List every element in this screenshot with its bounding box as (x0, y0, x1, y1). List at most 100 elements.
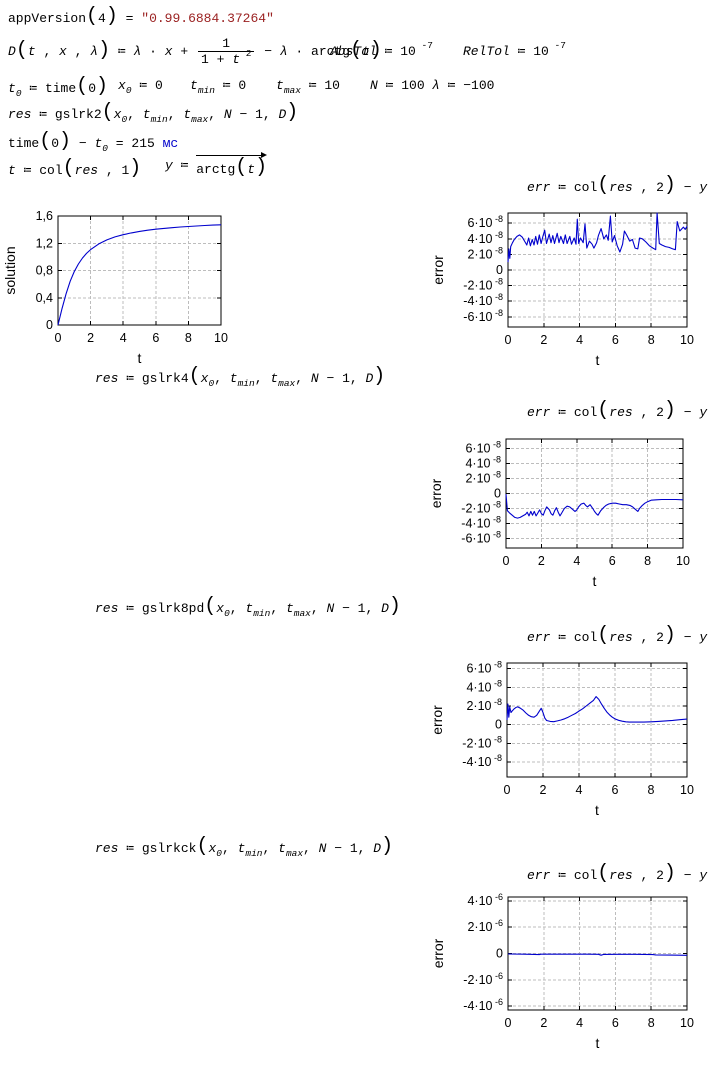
math-token: N (223, 106, 232, 122)
math-token: , (127, 106, 143, 122)
math-token: − (675, 179, 700, 195)
math-token: ( (188, 365, 201, 388)
y-tick-label: 0 (495, 718, 502, 732)
formula-lambda[interactable]: λ ≔ −100 (432, 78, 494, 93)
plot-title-err-gslrk2[interactable]: err ≔ col(res , 2) − y (527, 176, 707, 197)
math-token: t (278, 840, 286, 856)
math-token: arctg (311, 44, 351, 59)
math-token: col (573, 179, 598, 195)
y-tick-label: -4·10 -8 (463, 292, 503, 308)
plot-title-err-gslrk4[interactable]: err ≔ col(res , 2) − y (527, 399, 707, 422)
math-token: AbsTol (330, 44, 377, 59)
math-token: res (609, 404, 633, 420)
math-token: ) (663, 399, 676, 422)
math-token: − 1, (326, 840, 374, 856)
formula-abstol[interactable]: AbsTol ≔ 10 -7 (330, 40, 433, 59)
formula-res-gslrk4[interactable]: res ≔ gslrk4(x 0, t min, t max, N − 1, D) (95, 365, 385, 389)
math-token: arctg (196, 161, 236, 177)
math-token: t (190, 78, 198, 93)
formula-tmax[interactable]: t max ≔ 10 (276, 78, 340, 96)
math-token: err (527, 867, 551, 883)
formula-reltol[interactable]: RelTol ≔ 10 -7 (463, 40, 566, 59)
formula-t-col[interactable]: t ≔ col(res , 1) (8, 157, 141, 180)
chart-error-gslrk8pd[interactable]: 6·10 -8 4·10 -8 2·10 -8 0 -2·10 -8 -4·10 -8 0 2… (429, 643, 715, 825)
math-token: t (8, 162, 16, 178)
math-token: t (8, 80, 16, 96)
math-token: ) (388, 595, 401, 618)
math-token: gslrk2 (54, 106, 102, 122)
math-token: , (221, 840, 238, 856)
math-token: ( (39, 130, 52, 153)
math-token: col (573, 404, 598, 420)
math-token: t (276, 78, 284, 93)
math-token: x (208, 840, 217, 856)
formula-n[interactable]: N ≔ 100 (370, 78, 425, 93)
x-tick-label: 8 (185, 331, 192, 345)
plot-title-err-gslrk8pd[interactable]: err ≔ col(res , 2) − y (527, 624, 707, 647)
math-token: x (200, 370, 209, 386)
math-token: ≔ (172, 158, 197, 173)
x-tick-label: 10 (676, 554, 690, 568)
math-token: ) (369, 38, 382, 62)
math-token: ≔ (118, 600, 142, 616)
y-tick-label: 2·10 -8 (467, 245, 503, 261)
formula-appversion[interactable]: appVersion(4) = "0.99.6884.37264" (8, 7, 274, 28)
math-token: min (245, 847, 263, 859)
math-token: t (245, 600, 254, 616)
math-token: ( (235, 156, 248, 179)
chart-solution[interactable]: 1,6 1,2 0,8 0,4 0 0 2 4 6 8 10 t solution (0, 196, 250, 376)
x-tick-label: 6 (612, 1016, 619, 1030)
x-tick-label: 6 (612, 333, 619, 347)
formula-res-gslrk8pd[interactable]: res ≔ gslrk8pd(x 0, t min, t max, N − 1, D) (95, 595, 401, 619)
y-tick-label: -4·10 -8 (461, 514, 501, 530)
math-token: λ (279, 44, 288, 59)
x-axis-label: t (138, 350, 142, 366)
math-token: t (362, 44, 370, 59)
math-token: time (44, 80, 77, 96)
data-curve (57, 224, 222, 326)
math-token: ( (62, 157, 75, 180)
data-curve (507, 953, 688, 956)
formula-y-vectorized[interactable]: y ≔ arctg(t) (165, 152, 270, 179)
y-tick-label: -4·10 -6 (463, 997, 503, 1013)
math-token: max (191, 113, 209, 125)
formula-res-gslrk2[interactable]: res ≔ gslrk2(x 0, t min, t max, N − 1, D) (8, 101, 299, 125)
math-token: 0 (15, 87, 22, 99)
formula-res-gslrkck[interactable]: res ≔ gslrkck(x 0, t min, t max, N − 1, D) (95, 837, 393, 859)
math-token: ≔ 100 (377, 78, 425, 93)
math-token: x (164, 44, 173, 59)
y-axis-label: error (430, 938, 446, 968)
chart-error-gslrk4[interactable]: 6·10 -8 4·10 -8 2·10 -8 0 -2·10 -8 -4·10 -8 -6… (428, 419, 713, 599)
math-token: мс (154, 135, 179, 151)
chart-error-gslrk2[interactable]: 6·10 -8 4·10 -8 2·10 -8 0 -2·10 -8 -4·10 -8 -6… (430, 193, 715, 378)
math-token: t (27, 44, 36, 59)
x-tick-label: 10 (680, 333, 694, 347)
x-tick-label: 10 (214, 331, 228, 345)
math-token: ≔ (118, 840, 142, 856)
x-tick-label: 6 (609, 554, 616, 568)
y-axis-label: solution (2, 246, 18, 294)
y-tick-label: 0,4 (36, 291, 53, 305)
math-token: -7 (548, 40, 566, 51)
math-token: res (609, 629, 633, 645)
math-token: , (303, 840, 319, 856)
x-tick-label: 8 (648, 783, 655, 797)
y-tick-label: 4·10 -8 (465, 455, 501, 471)
x-tick-label: 0 (503, 554, 510, 568)
math-token: ≔ (31, 106, 55, 122)
math-token: ) (663, 624, 676, 647)
math-token: ( (76, 75, 89, 98)
formula-tmin[interactable]: t min ≔ 0 (190, 78, 246, 96)
plot-title-err-gslrkck[interactable]: err ≔ col(res , 2) − y (527, 864, 707, 885)
math-token: ≔ (550, 867, 574, 883)
math-token: − (675, 867, 700, 883)
math-token: λ (432, 78, 440, 93)
math-token: ) (286, 101, 299, 124)
chart-error-gslrkck[interactable]: 4·10 -6 2·10 -6 0 -2·10 -6 -4·10 -6 0 2 4 6 8 10 t e… (430, 877, 715, 1061)
x-tick-label: 2 (87, 331, 94, 345)
math-token: 0 (102, 142, 108, 154)
